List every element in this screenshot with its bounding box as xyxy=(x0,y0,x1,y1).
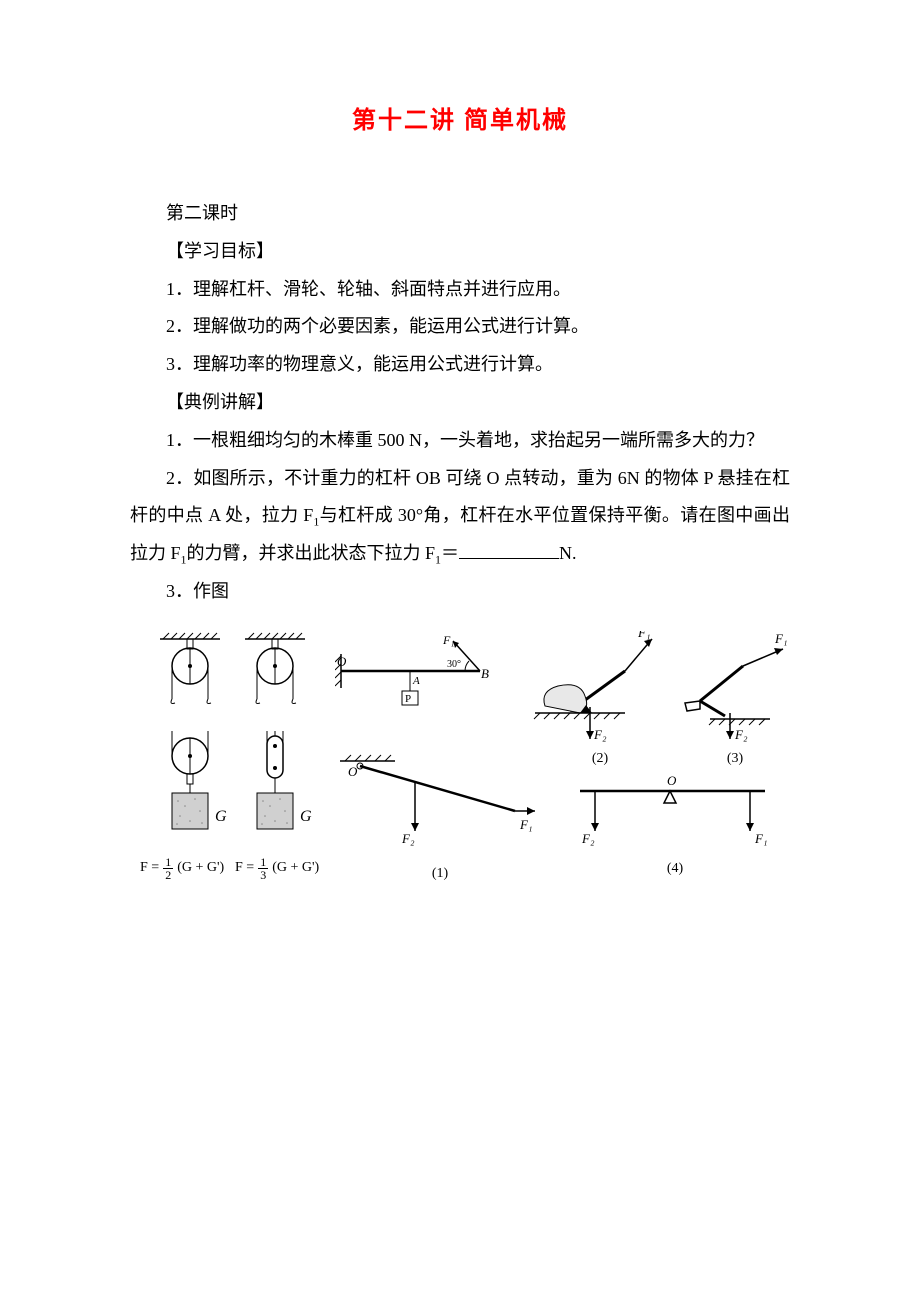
lever-ob-diagram: O P A B F₁ 30° xyxy=(335,636,495,736)
svg-text:F₂: F₂ xyxy=(401,831,415,846)
formula-left: F = 1 2 (G + G') xyxy=(140,856,224,881)
fig4-label: (4) xyxy=(570,861,780,877)
formula-right-suffix: (G + G') xyxy=(272,860,319,876)
objective-3: 3．理解功率的物理意义，能运用公式进行计算。 xyxy=(130,346,790,384)
lever-fig-3: F₁ F₂ (3) xyxy=(675,631,795,767)
lever-fig-4: O F₂ F₁ (4) xyxy=(570,771,780,877)
ex2-text-3: 的力臂，并求出此状态下拉力 F xyxy=(187,543,436,563)
pulley-diagram-2 xyxy=(240,631,310,711)
movable-pulley-1: G xyxy=(155,731,240,856)
objectives-heading: 【学习目标】 xyxy=(130,233,790,271)
lever-fig-2: F₁ F₂ (2) xyxy=(530,631,670,767)
objective-2: 2．理解做功的两个必要因素，能运用公式进行计算。 xyxy=(130,308,790,346)
svg-text:F₁: F₁ xyxy=(442,636,455,647)
pulley-diagram-1 xyxy=(155,631,225,711)
example-2: 2．如图所示，不计重力的杠杆 OB 可绕 O 点转动，重为 6N 的物体 P 悬… xyxy=(130,460,790,573)
svg-text:B: B xyxy=(481,666,489,681)
svg-text:O: O xyxy=(348,764,358,779)
fig1-label: (1) xyxy=(340,866,540,882)
formula-right-den: 3 xyxy=(258,869,268,881)
formula-left-prefix: F = xyxy=(140,860,159,876)
fig2-label: (2) xyxy=(530,751,670,767)
subtitle: 第二课时 xyxy=(130,195,790,233)
svg-text:F₁: F₁ xyxy=(754,831,767,846)
page-title: 第十二讲 简单机械 xyxy=(130,100,790,135)
objective-1: 1．理解杠杆、滑轮、轮轴、斜面特点并进行应用。 xyxy=(130,271,790,309)
fig3-label: (3) xyxy=(675,751,795,767)
formula-right: F = 1 3 (G + G') xyxy=(235,856,319,881)
examples-heading: 【典例讲解】 xyxy=(130,384,790,422)
svg-text:F₂: F₂ xyxy=(734,727,748,742)
formula-left-den: 2 xyxy=(163,869,173,881)
figure-area: G G F = 1 2 xyxy=(130,631,790,911)
svg-text:F₁: F₁ xyxy=(637,631,650,640)
formula-left-num: 1 xyxy=(163,856,173,869)
svg-text:O: O xyxy=(337,654,347,669)
svg-text:F₁: F₁ xyxy=(519,817,532,832)
formula-right-num: 1 xyxy=(258,856,268,869)
svg-text:A: A xyxy=(412,675,420,687)
ex2-text-5: N. xyxy=(559,543,577,563)
movable-pulley-2: G xyxy=(240,731,325,856)
svg-text:F₂: F₂ xyxy=(581,831,595,846)
lever-fig-1: O F₂ F₁ (1) xyxy=(340,751,540,882)
svg-text:F₁: F₁ xyxy=(774,631,787,646)
formula-right-prefix: F = xyxy=(235,860,254,876)
example-1: 1．一根粗细均匀的木棒重 500 N，一头着地，求抬起另一端所需多大的力？ xyxy=(130,422,790,460)
formula-left-suffix: (G + G') xyxy=(177,860,224,876)
label-g-1: G xyxy=(215,808,227,825)
label-g-2: G xyxy=(300,808,312,825)
svg-text:O: O xyxy=(667,773,677,788)
svg-text:P: P xyxy=(405,693,411,705)
example-3: 3．作图 xyxy=(130,573,790,611)
fill-blank xyxy=(459,541,559,559)
ex2-text-4: ＝ xyxy=(441,543,459,563)
svg-text:30°: 30° xyxy=(447,659,461,670)
svg-text:F₂: F₂ xyxy=(593,727,607,742)
